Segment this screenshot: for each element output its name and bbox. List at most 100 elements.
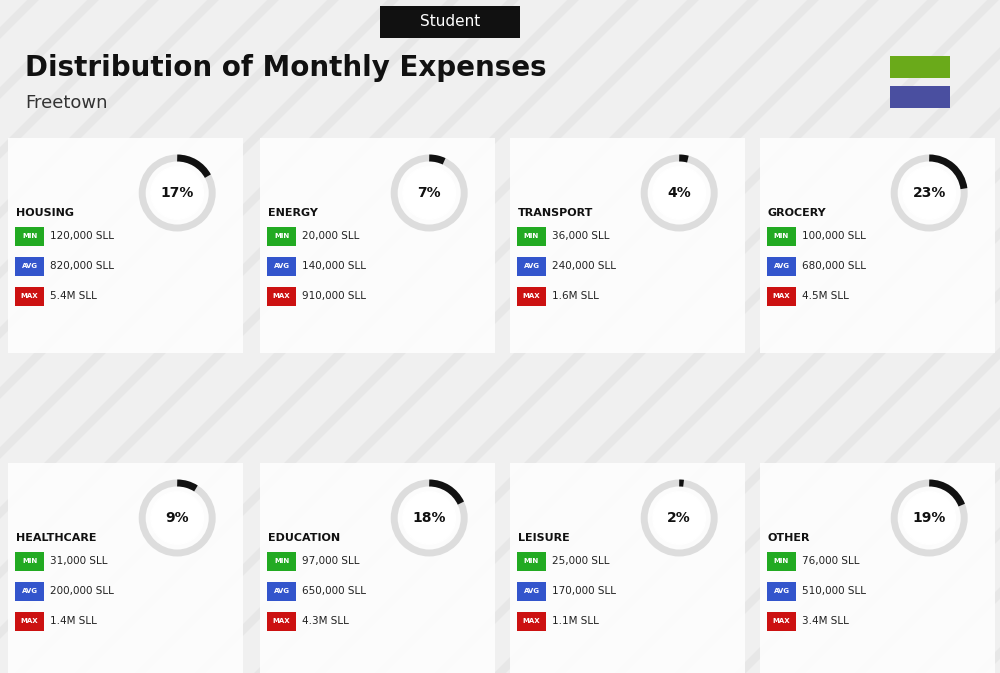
Text: MIN: MIN [22, 558, 37, 564]
Text: AVG: AVG [22, 588, 38, 594]
Text: 18%: 18% [412, 511, 446, 525]
Text: 910,000 SLL: 910,000 SLL [302, 291, 366, 301]
FancyBboxPatch shape [260, 138, 495, 353]
Text: 820,000 SLL: 820,000 SLL [50, 261, 114, 271]
Text: Distribution of Monthly Expenses: Distribution of Monthly Expenses [25, 54, 547, 82]
FancyBboxPatch shape [267, 287, 296, 306]
FancyBboxPatch shape [267, 551, 296, 571]
Text: 19%: 19% [913, 511, 946, 525]
Text: 7%: 7% [417, 186, 441, 200]
Text: MIN: MIN [274, 558, 289, 564]
FancyBboxPatch shape [15, 287, 44, 306]
Text: 680,000 SLL: 680,000 SLL [802, 261, 866, 271]
Text: GROCERY: GROCERY [768, 208, 827, 218]
FancyBboxPatch shape [267, 581, 296, 600]
FancyBboxPatch shape [8, 463, 243, 673]
FancyBboxPatch shape [767, 287, 796, 306]
Circle shape [151, 167, 203, 219]
Text: AVG: AVG [774, 588, 790, 594]
Text: AVG: AVG [524, 263, 540, 269]
FancyBboxPatch shape [267, 227, 296, 246]
Text: 76,000 SLL: 76,000 SLL [802, 556, 860, 566]
FancyBboxPatch shape [267, 612, 296, 631]
Text: 510,000 SLL: 510,000 SLL [802, 586, 866, 596]
Text: MIN: MIN [274, 233, 289, 239]
FancyBboxPatch shape [517, 551, 546, 571]
FancyBboxPatch shape [380, 6, 520, 38]
FancyBboxPatch shape [8, 138, 243, 353]
FancyBboxPatch shape [760, 463, 995, 673]
Text: 97,000 SLL: 97,000 SLL [302, 556, 360, 566]
FancyBboxPatch shape [510, 138, 745, 353]
FancyBboxPatch shape [517, 581, 546, 600]
FancyBboxPatch shape [517, 227, 546, 246]
Text: 4.3M SLL: 4.3M SLL [302, 616, 349, 626]
Text: LEISURE: LEISURE [518, 533, 570, 543]
Text: MAX: MAX [21, 618, 38, 624]
Text: 650,000 SLL: 650,000 SLL [302, 586, 366, 596]
Text: AVG: AVG [774, 263, 790, 269]
Text: MAX: MAX [773, 618, 790, 624]
Text: 240,000 SLL: 240,000 SLL [552, 261, 616, 271]
FancyBboxPatch shape [15, 551, 44, 571]
FancyBboxPatch shape [510, 463, 745, 673]
Text: 5.4M SLL: 5.4M SLL [50, 291, 97, 301]
Text: 1.4M SLL: 1.4M SLL [50, 616, 97, 626]
Text: MAX: MAX [273, 618, 290, 624]
Text: 25,000 SLL: 25,000 SLL [552, 556, 610, 566]
Text: 100,000 SLL: 100,000 SLL [802, 231, 866, 241]
FancyBboxPatch shape [767, 581, 796, 600]
Text: EDUCATION: EDUCATION [268, 533, 340, 543]
Text: 20,000 SLL: 20,000 SLL [302, 231, 359, 241]
FancyBboxPatch shape [767, 227, 796, 246]
Text: 1.1M SLL: 1.1M SLL [552, 616, 599, 626]
Text: MIN: MIN [774, 233, 789, 239]
Text: MAX: MAX [273, 293, 290, 299]
Text: 200,000 SLL: 200,000 SLL [50, 586, 114, 596]
Text: MIN: MIN [774, 558, 789, 564]
Text: MAX: MAX [773, 293, 790, 299]
Text: 4%: 4% [667, 186, 691, 200]
Text: 17%: 17% [161, 186, 194, 200]
FancyBboxPatch shape [15, 227, 44, 246]
Circle shape [903, 492, 955, 544]
Text: 2%: 2% [667, 511, 691, 525]
Text: 23%: 23% [913, 186, 946, 200]
Text: 170,000 SLL: 170,000 SLL [552, 586, 616, 596]
FancyBboxPatch shape [15, 256, 44, 275]
Text: 36,000 SLL: 36,000 SLL [552, 231, 610, 241]
Circle shape [151, 492, 203, 544]
Text: MAX: MAX [21, 293, 38, 299]
Text: AVG: AVG [22, 263, 38, 269]
Circle shape [403, 167, 455, 219]
FancyBboxPatch shape [767, 551, 796, 571]
Text: 3.4M SLL: 3.4M SLL [802, 616, 849, 626]
FancyBboxPatch shape [260, 463, 495, 673]
Circle shape [403, 492, 455, 544]
Text: MAX: MAX [523, 293, 540, 299]
Text: TRANSPORT: TRANSPORT [518, 208, 593, 218]
Text: HEALTHCARE: HEALTHCARE [16, 533, 96, 543]
Text: AVG: AVG [524, 588, 540, 594]
FancyBboxPatch shape [890, 56, 950, 78]
FancyBboxPatch shape [517, 256, 546, 275]
Circle shape [653, 167, 705, 219]
Text: MAX: MAX [523, 618, 540, 624]
Text: Student: Student [420, 15, 480, 30]
Text: MIN: MIN [524, 233, 539, 239]
Circle shape [653, 492, 705, 544]
Text: MIN: MIN [22, 233, 37, 239]
FancyBboxPatch shape [767, 612, 796, 631]
Text: ENERGY: ENERGY [268, 208, 318, 218]
FancyBboxPatch shape [15, 581, 44, 600]
Text: AVG: AVG [274, 588, 290, 594]
Text: 120,000 SLL: 120,000 SLL [50, 231, 114, 241]
Text: 140,000 SLL: 140,000 SLL [302, 261, 366, 271]
Text: MIN: MIN [524, 558, 539, 564]
FancyBboxPatch shape [517, 612, 546, 631]
Text: 9%: 9% [165, 511, 189, 525]
FancyBboxPatch shape [15, 612, 44, 631]
Text: 4.5M SLL: 4.5M SLL [802, 291, 849, 301]
FancyBboxPatch shape [890, 86, 950, 108]
Text: Freetown: Freetown [25, 94, 108, 112]
